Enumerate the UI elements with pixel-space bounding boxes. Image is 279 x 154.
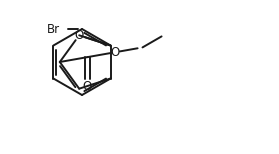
Text: O: O [74,29,84,42]
Text: Br: Br [47,22,60,36]
Text: O: O [83,80,92,93]
Text: O: O [110,46,120,59]
